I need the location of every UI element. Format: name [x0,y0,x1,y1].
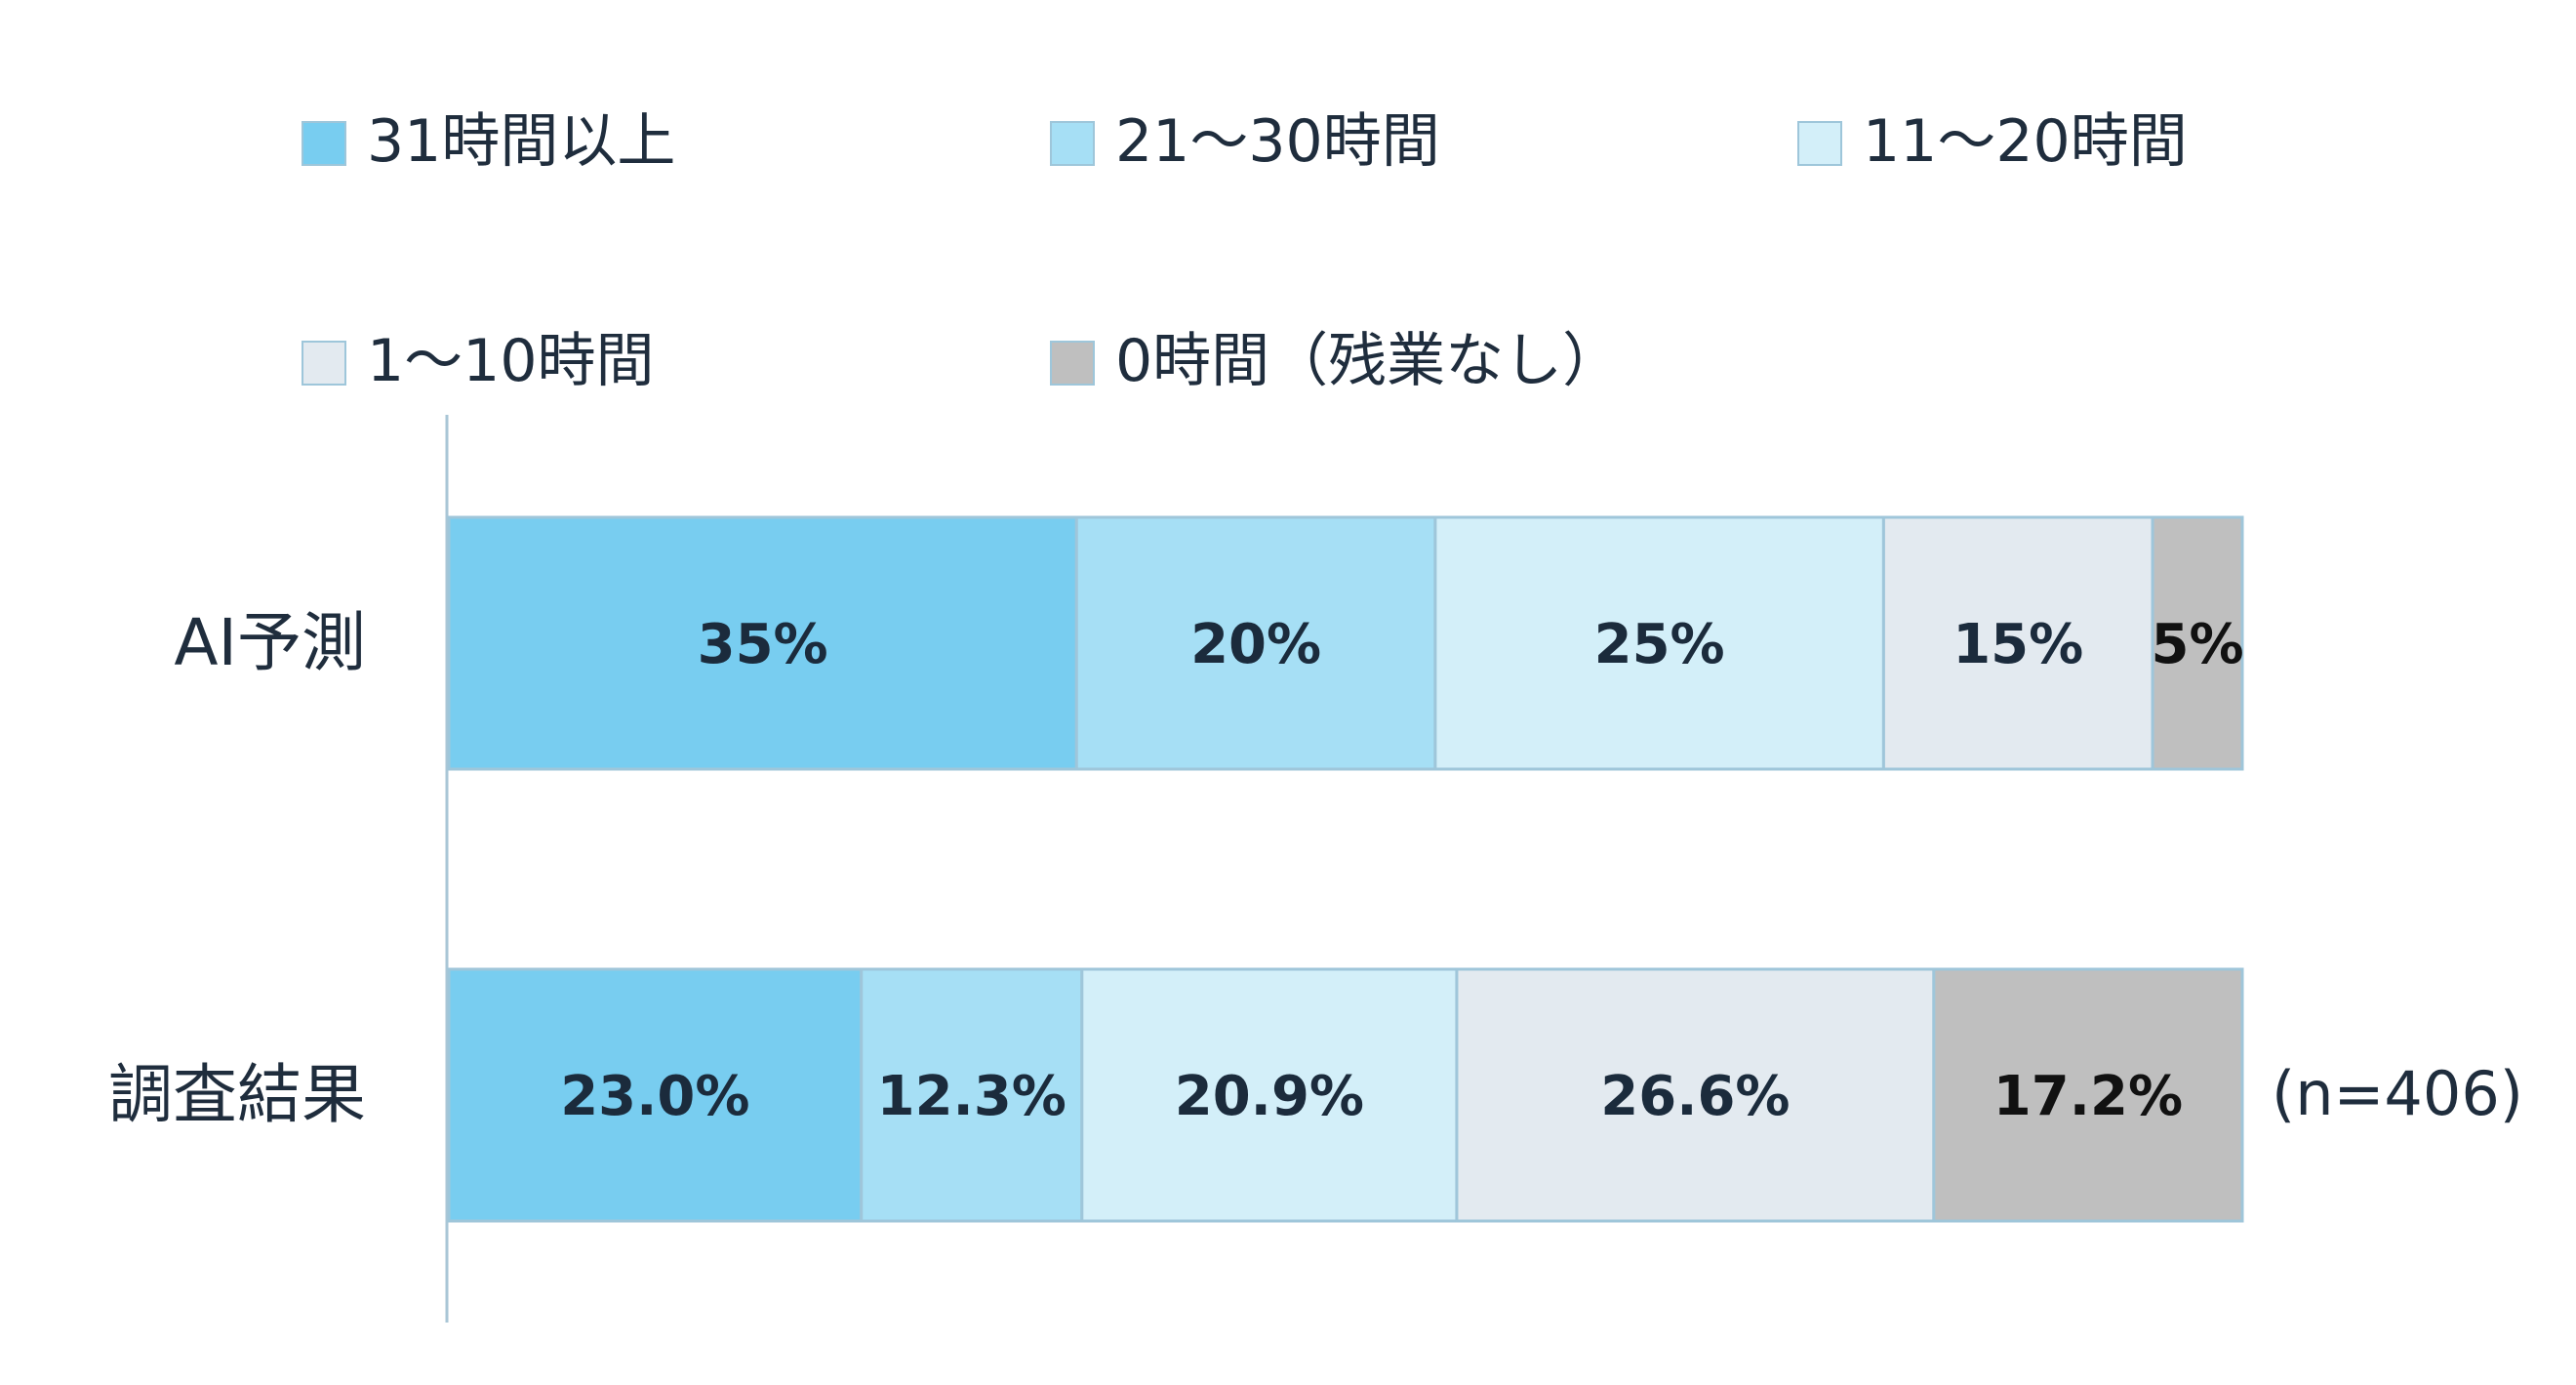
bar-segment [447,967,864,1223]
legend-label: 21～30時間 [1115,107,1440,176]
annotations: (n=406) [2272,1058,2523,1129]
bar-segment [1932,967,2244,1223]
legend-swatch [1050,341,1095,386]
bar-segment [2151,515,2244,771]
data-label: 25% [1594,613,1725,676]
data-label: 20% [1190,613,1321,676]
data-label: 5% [2152,613,2244,676]
legend: 31時間以上 21～30時間 11～20時間 1～10時間 0時間（残業なし） [302,107,2188,395]
bar-segment [1080,967,1459,1223]
bar-segment [1074,515,1437,771]
category-label: AI予測 [174,605,366,680]
legend-label: 1～10時間 [367,327,655,395]
sample-size-note: (n=406) [2272,1058,2523,1129]
legend-swatch [302,341,346,386]
data-label: 17.2% [1993,1065,2183,1128]
legend-swatch [1050,121,1095,166]
legend-label: 11～20時間 [1863,107,2188,176]
data-label: 20.9% [1175,1065,1364,1128]
bar-segment [447,515,1078,771]
bar-segment [1455,967,1936,1223]
bars: 35% 20% 25% 15% 5% 23.0% 12.3% 20.9% 26.6% 17.2% [447,515,2244,1223]
legend-label: 31時間以上 [367,107,675,176]
data-label: 35% [698,613,828,676]
category-label: 調査結果 [108,1057,366,1132]
data-label: 26.6% [1600,1065,1790,1128]
legend-swatch [1797,121,1842,166]
bar-segment [1433,515,1885,771]
data-label: 23.0% [560,1065,749,1128]
data-label: 15% [1952,613,2083,676]
legend-swatch [302,121,346,166]
data-label: 12.3% [877,1065,1067,1128]
legend-label: 0時間（残業なし） [1115,327,1621,395]
